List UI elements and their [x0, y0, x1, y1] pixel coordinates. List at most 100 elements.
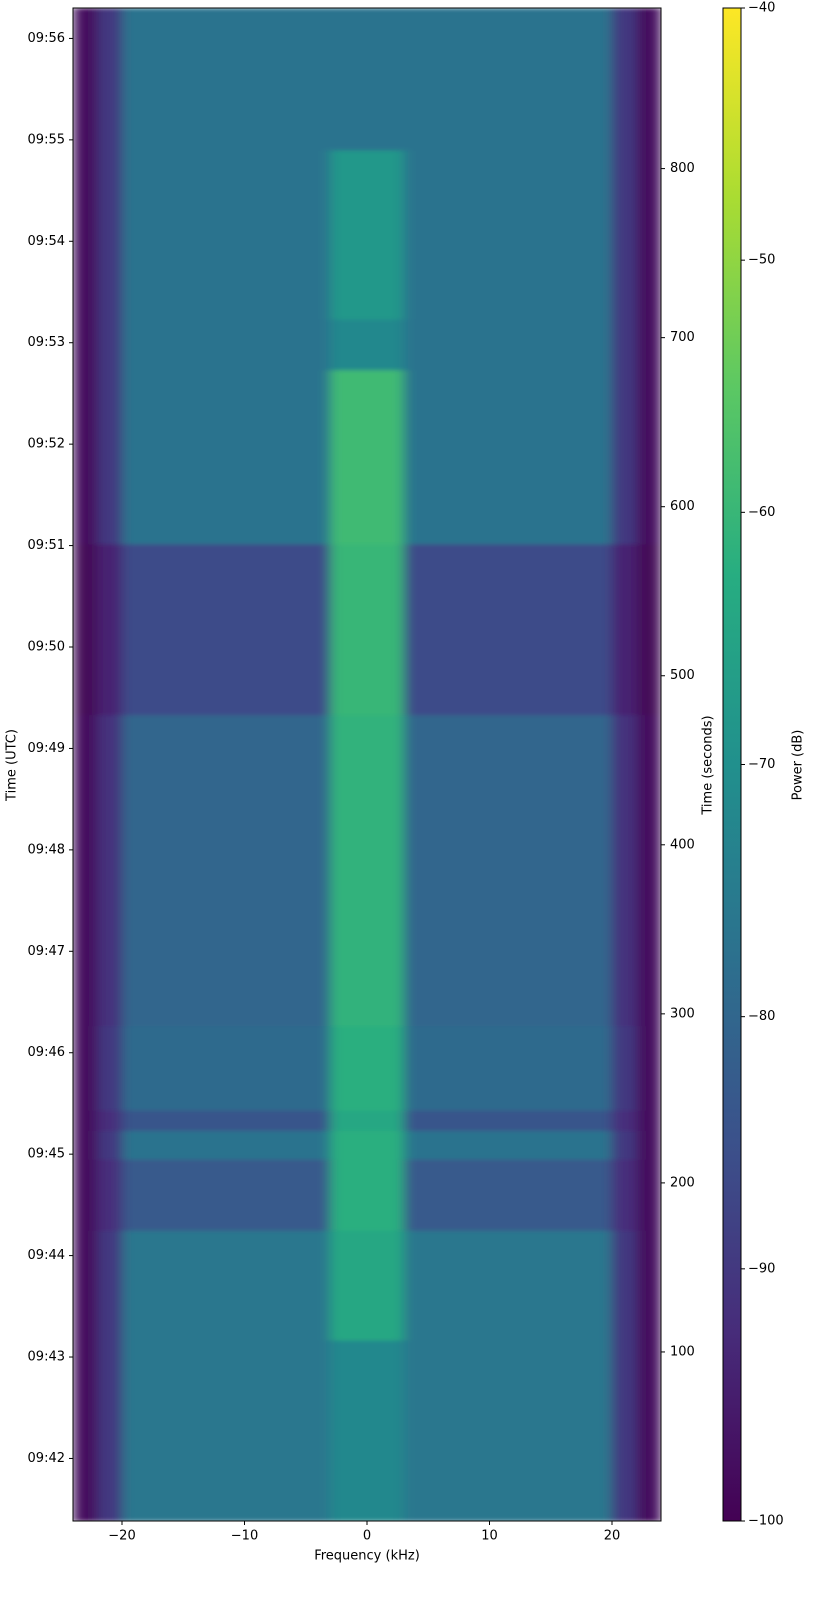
- colorbar-tick-label: −70: [748, 757, 775, 772]
- heatmap-cell: [122, 319, 331, 371]
- y-tick-label: 09:53: [28, 335, 65, 350]
- heatmap-cell: [636, 369, 661, 545]
- colorbar-tick-label: −40: [748, 1, 775, 16]
- heatmap-cell: [636, 8, 661, 151]
- y-axis-label: Time (UTC): [5, 729, 20, 802]
- y2-tick-label: 300: [670, 1006, 695, 1021]
- heatmap-cell: [612, 319, 637, 371]
- x-tick-label: 0: [363, 1529, 371, 1544]
- colorbar: [722, 7, 742, 1522]
- heatmap-cell: [403, 1340, 613, 1521]
- y-tick-label: 09:47: [28, 944, 65, 959]
- heatmap-cell: [122, 1159, 331, 1231]
- heatmap-cell: [403, 1130, 613, 1160]
- heatmap-cell: [97, 1110, 123, 1131]
- y-tick-label: 09:54: [28, 234, 65, 249]
- heatmap-cell: [330, 8, 405, 151]
- colorbar-label: Power (dB): [791, 730, 806, 801]
- heatmap-cell: [97, 8, 123, 151]
- heatmap-cell: [330, 319, 405, 371]
- y-tick-label: 09:51: [28, 538, 65, 553]
- heatmap-cell: [330, 150, 405, 320]
- heatmap-cell: [73, 1340, 98, 1521]
- x-tick-label: 10: [481, 1529, 498, 1544]
- heatmap-cell: [636, 319, 661, 371]
- y2-tick-label: 600: [670, 499, 695, 514]
- heatmap-cell: [403, 1110, 613, 1131]
- heatmap-cell: [612, 1340, 637, 1521]
- heatmap-cell: [636, 1340, 661, 1521]
- heatmap-cell: [122, 1340, 331, 1521]
- y-tick-label: 09:46: [28, 1045, 65, 1060]
- heatmap-cell: [73, 150, 98, 320]
- heatmap-cell: [636, 714, 661, 1027]
- heatmap-cell: [330, 1159, 405, 1231]
- y2-tick-label: 200: [670, 1175, 695, 1190]
- colorbar-tick-label: −50: [748, 253, 775, 268]
- heatmap-cell: [612, 714, 637, 1027]
- heatmap-cell: [636, 1159, 661, 1231]
- heatmap-cell: [612, 1130, 637, 1160]
- heatmap-cell: [330, 369, 405, 545]
- heatmap-cell: [636, 1110, 661, 1131]
- heatmap-cell: [73, 8, 98, 151]
- heatmap-cell: [636, 543, 661, 716]
- heatmap-cell: [330, 1110, 405, 1131]
- heatmap-cell: [122, 1025, 331, 1111]
- heatmap-cell: [636, 1025, 661, 1111]
- heatmap-cell: [403, 150, 613, 320]
- heatmap-cell: [73, 1230, 98, 1341]
- y-tick-label: 09:45: [28, 1147, 65, 1162]
- heatmap-cell: [73, 369, 98, 545]
- heatmap-cell: [73, 543, 98, 716]
- heatmap-cell: [97, 150, 123, 320]
- y-tick-label: 09:50: [28, 640, 65, 655]
- heatmap-cell: [636, 1130, 661, 1160]
- y2-tick-label: 800: [670, 161, 695, 176]
- heatmap-cell: [330, 714, 405, 1027]
- y2-axis-label: Time (seconds): [701, 715, 716, 815]
- heatmap-cell: [612, 1159, 637, 1231]
- heatmap-cell: [403, 8, 613, 151]
- heatmap-cell: [612, 8, 637, 151]
- heatmap-cell: [122, 1130, 331, 1160]
- x-tick-label: −20: [108, 1529, 135, 1544]
- heatmap-cell: [330, 1230, 405, 1341]
- heatmap-cell: [330, 1025, 405, 1111]
- heatmap-cell: [403, 714, 613, 1027]
- colorbar-tick-label: −100: [748, 1514, 784, 1529]
- y-tick-label: 09:52: [28, 437, 65, 452]
- heatmap-cell: [403, 543, 613, 716]
- heatmap-cell: [612, 150, 637, 320]
- heatmap-cell: [73, 1110, 98, 1131]
- heatmap-cell: [330, 1130, 405, 1160]
- heatmap-cell: [403, 319, 613, 371]
- y2-tick-label: 700: [670, 330, 695, 345]
- heatmap-cell: [403, 1159, 613, 1231]
- heatmap-cell: [73, 714, 98, 1027]
- heatmap-cell: [612, 1110, 637, 1131]
- y-tick-label: 09:42: [28, 1451, 65, 1466]
- heatmap-cell: [122, 543, 331, 716]
- y-tick-label: 09:56: [28, 31, 65, 46]
- heatmap: [73, 8, 661, 1521]
- heatmap-cell: [97, 1130, 123, 1160]
- heatmap-cell: [97, 1025, 123, 1111]
- heatmap-cell: [612, 1025, 637, 1111]
- heatmap-cell: [636, 1230, 661, 1341]
- y-tick-label: 09:55: [28, 132, 65, 147]
- heatmap-cell: [97, 543, 123, 716]
- heatmap-cell: [612, 1230, 637, 1341]
- colorbar-tick-label: −90: [748, 1261, 775, 1276]
- heatmap-cell: [73, 1025, 98, 1111]
- heatmap-cell: [122, 1230, 331, 1341]
- y-tick-label: 09:44: [28, 1248, 65, 1263]
- heatmap-cell: [97, 1159, 123, 1231]
- heatmap-cell: [403, 369, 613, 545]
- heatmap-cell: [122, 8, 331, 151]
- heatmap-cell: [612, 543, 637, 716]
- heatmap-cell: [403, 1025, 613, 1111]
- heatmap-cell: [97, 369, 123, 545]
- y2-tick-label: 500: [670, 668, 695, 683]
